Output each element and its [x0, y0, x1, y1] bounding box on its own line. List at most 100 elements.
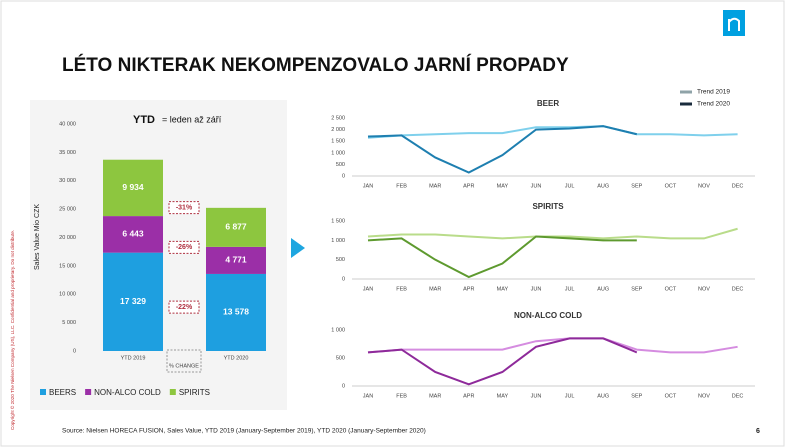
y-tick-label: 1 000: [331, 150, 345, 156]
legend-label: Trend 2020: [697, 101, 730, 108]
chart-title: NON-ALCO COLD: [514, 311, 582, 320]
chart-title-bold: YTD: [133, 114, 155, 126]
x-tick-label: MAY: [497, 183, 509, 189]
x-tick-label: JUL: [565, 393, 575, 399]
value-label: 6 443: [122, 229, 144, 239]
x-tick-label: AUG: [597, 393, 609, 399]
value-label: 13 578: [223, 307, 249, 317]
y-tick-label: 20 000: [59, 235, 76, 241]
chart-title: SPIRITS: [532, 202, 564, 211]
x-tick-label: OCT: [665, 393, 677, 399]
bar-segment: [206, 273, 266, 351]
x-tick-label: DEC: [732, 183, 744, 189]
y-tick-label: 15 000: [59, 263, 76, 269]
value-label: 9 934: [122, 182, 144, 192]
x-tick-label: OCT: [665, 286, 677, 292]
chart-title: = leden až září: [162, 114, 222, 124]
x-tick-label: FEB: [396, 183, 407, 189]
copyright: Copyright © 2020 The Nielsen Company (US…: [9, 230, 15, 430]
x-tick-label: MAR: [429, 183, 441, 189]
x-tick-label: DEC: [732, 286, 744, 292]
value-label: 4 771: [225, 255, 247, 265]
change-box: [168, 201, 200, 215]
line-series: [367, 235, 637, 279]
x-tick-label: MAY: [497, 393, 509, 399]
x-tick-label: APR: [463, 393, 474, 399]
y-tick-label: 2 000: [331, 127, 345, 133]
x-tick-label: APR: [463, 183, 474, 189]
change-label: -26%: [176, 244, 193, 251]
x-tick-label: JUN: [531, 393, 542, 399]
y-tick-label: 0: [342, 173, 345, 179]
value-label: 17 329: [120, 296, 146, 306]
change-box: [168, 240, 200, 254]
y-tick-label: 500: [336, 355, 345, 361]
chart-title: BEER: [537, 99, 559, 108]
line-series: [367, 337, 738, 354]
x-tick-label: APR: [463, 286, 474, 292]
x-tick-label: NOV: [698, 183, 710, 189]
legend-label: BEERS: [49, 388, 76, 397]
line-series: [367, 125, 738, 139]
y-axis-label: Sales Value Mio CZK: [34, 204, 41, 270]
source-note: Source: Nielsen HORECA FUSION, Sales Val…: [62, 428, 426, 435]
change-label: -31%: [176, 204, 193, 211]
x-tick-label: AUG: [597, 286, 609, 292]
y-tick-label: 1 500: [331, 218, 345, 224]
slide-title: LÉTO NIKTERAK NEKOMPENZOVALO JARNÍ PROPA…: [62, 54, 569, 76]
x-tick-label: SEP: [631, 183, 642, 189]
x-tick-label: JUL: [565, 286, 575, 292]
y-tick-label: 0: [342, 276, 345, 282]
y-tick-label: 1 500: [331, 139, 345, 145]
x-tick-label: JUN: [531, 286, 542, 292]
line-series: [367, 337, 638, 386]
bar-segment: [206, 207, 266, 247]
x-tick-label: YTD 2020: [224, 355, 249, 361]
page-number: 6: [756, 428, 760, 435]
y-tick-label: 2 500: [331, 115, 345, 121]
x-tick-label: JAN: [363, 393, 373, 399]
legend-label: NON-ALCO COLD: [94, 388, 161, 397]
y-tick-label: 0: [73, 348, 76, 354]
x-tick-label: JAN: [363, 183, 373, 189]
bar-segment: [103, 252, 163, 351]
x-tick-label: FEB: [396, 286, 407, 292]
legend-swatch: [169, 389, 176, 395]
y-tick-label: 5 000: [62, 320, 76, 326]
x-tick-label: JAN: [363, 286, 373, 292]
x-tick-label: JUL: [565, 183, 575, 189]
x-tick-label: FEB: [396, 393, 407, 399]
y-tick-label: 40 000: [59, 121, 76, 127]
x-tick-label: DEC: [732, 393, 744, 399]
value-label: 6 877: [225, 222, 247, 232]
y-tick-label: 10 000: [59, 292, 76, 298]
legend-swatch: [85, 389, 92, 395]
y-tick-label: 25 000: [59, 207, 76, 213]
y-tick-label: 30 000: [59, 178, 76, 184]
bar-segment: [206, 246, 266, 274]
x-tick-label: MAR: [429, 286, 441, 292]
x-tick-label: MAY: [497, 286, 509, 292]
logo-glyph: [728, 17, 740, 31]
y-tick-label: 1 000: [331, 238, 345, 244]
x-tick-label: AUG: [597, 183, 609, 189]
y-tick-label: 0: [342, 383, 345, 389]
line-series: [367, 125, 638, 174]
y-tick-label: 35 000: [59, 150, 76, 156]
change-title: % CHANGE: [169, 363, 199, 369]
bar-segment: [103, 159, 163, 217]
x-tick-label: YTD 2019: [121, 355, 146, 361]
x-tick-label: JUN: [531, 183, 542, 189]
x-tick-label: NOV: [698, 286, 710, 292]
bar-segment: [103, 216, 163, 253]
legend-label: Trend 2019: [697, 89, 730, 96]
y-tick-label: 1 000: [331, 327, 345, 333]
x-tick-label: OCT: [665, 183, 677, 189]
change-box: [168, 300, 200, 314]
x-tick-label: SEP: [631, 286, 642, 292]
y-tick-label: 500: [336, 162, 345, 168]
x-tick-label: SEP: [631, 393, 642, 399]
x-tick-label: NOV: [698, 393, 710, 399]
legend-label: SPIRITS: [179, 388, 210, 397]
